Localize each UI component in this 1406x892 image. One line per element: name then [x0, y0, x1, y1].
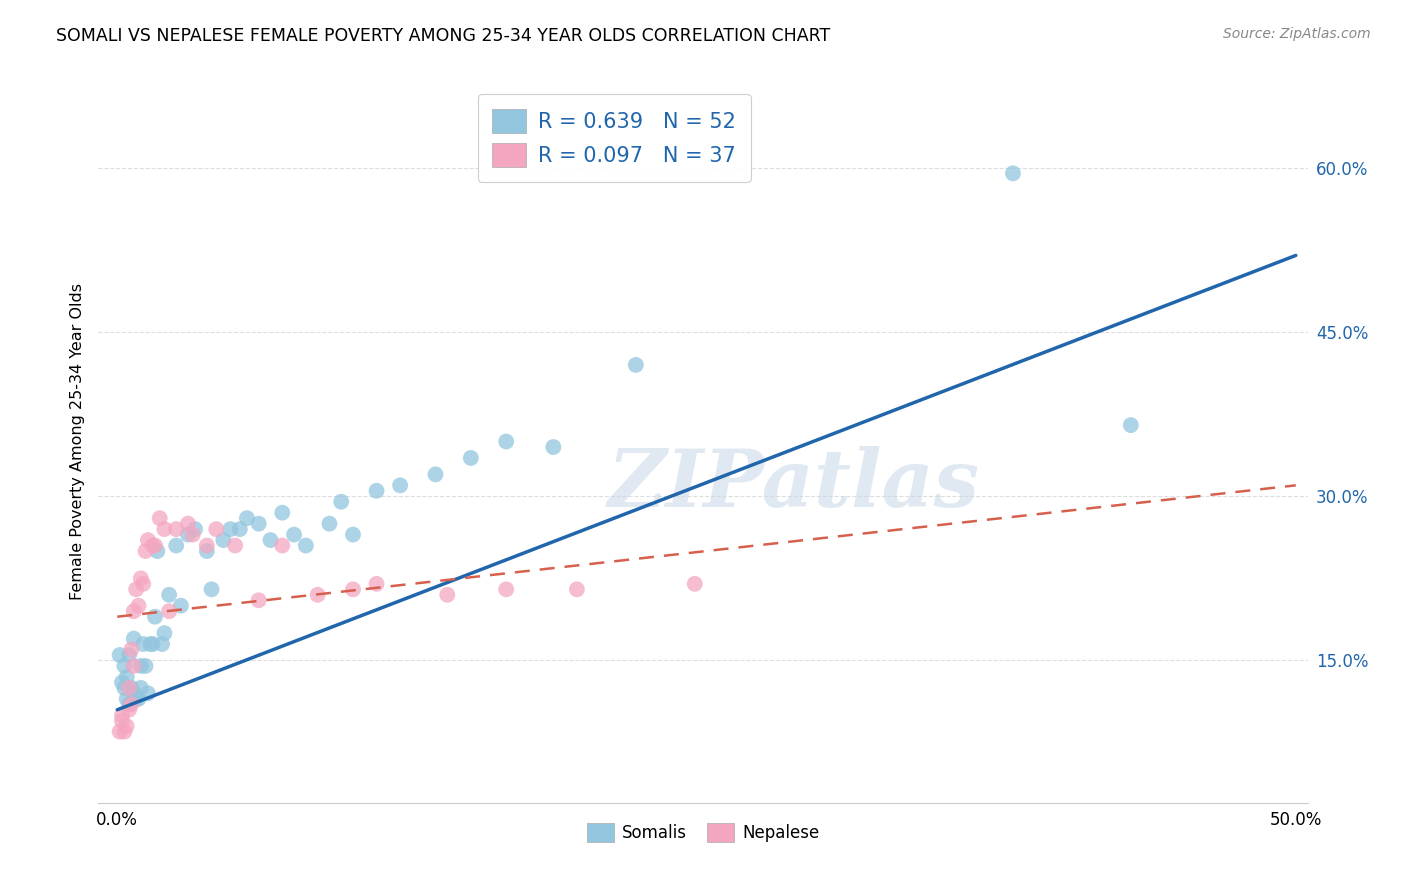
Point [125, 582, 148, 597]
Point [165, 522, 187, 536]
Point [108, 648, 131, 662]
Point [143, 539, 166, 553]
Point [108, 724, 131, 739]
Point [236, 511, 259, 525]
Point [224, 539, 246, 553]
Point [229, 522, 252, 536]
Point [165, 539, 187, 553]
Point [212, 533, 235, 547]
Point [283, 527, 305, 541]
Point [120, 681, 142, 695]
Point [120, 642, 142, 657]
Point [111, 714, 134, 728]
Point [115, 670, 138, 684]
Point [112, 681, 135, 695]
Point [115, 719, 138, 733]
Point [153, 522, 176, 536]
Point [112, 659, 135, 673]
Point [271, 506, 294, 520]
Point [122, 632, 145, 646]
Point [111, 708, 134, 723]
Point [142, 539, 165, 553]
Point [543, 440, 565, 454]
Point [195, 544, 218, 558]
Point [122, 604, 145, 618]
Point [111, 675, 134, 690]
Point [170, 599, 193, 613]
Point [330, 494, 353, 508]
Point [307, 588, 329, 602]
Point [389, 478, 412, 492]
Point [177, 516, 200, 531]
Point [153, 626, 176, 640]
Point [132, 637, 155, 651]
Point [146, 544, 169, 558]
Point [624, 358, 647, 372]
Point [149, 511, 172, 525]
Legend: Somalis, Nepalese: Somalis, Nepalese [581, 816, 825, 848]
Point [195, 539, 218, 553]
Point [135, 544, 157, 558]
Point [129, 571, 152, 585]
Point [129, 681, 152, 695]
Y-axis label: Female Poverty Among 25-34 Year Olds: Female Poverty Among 25-34 Year Olds [69, 283, 84, 600]
Point [132, 577, 155, 591]
Point [318, 516, 340, 531]
Point [139, 637, 162, 651]
Point [118, 703, 141, 717]
Point [1001, 166, 1024, 180]
Point [259, 533, 281, 547]
Point [142, 637, 165, 651]
Point [143, 609, 166, 624]
Point [127, 691, 149, 706]
Text: SOMALI VS NEPALESE FEMALE POVERTY AMONG 25-34 YEAR OLDS CORRELATION CHART: SOMALI VS NEPALESE FEMALE POVERTY AMONG … [56, 27, 831, 45]
Point [115, 691, 138, 706]
Point [177, 527, 200, 541]
Point [150, 637, 173, 651]
Point [342, 582, 364, 597]
Point [247, 593, 270, 607]
Point [366, 483, 388, 498]
Point [120, 698, 142, 712]
Point [127, 599, 149, 613]
Point [118, 681, 141, 695]
Point [342, 527, 364, 541]
Point [436, 588, 458, 602]
Point [247, 516, 270, 531]
Point [200, 582, 222, 597]
Point [135, 659, 157, 673]
Point [495, 582, 517, 597]
Point [366, 577, 388, 591]
Point [125, 691, 148, 706]
Point [219, 522, 242, 536]
Point [295, 539, 318, 553]
Point [129, 659, 152, 673]
Point [112, 724, 135, 739]
Point [118, 698, 141, 712]
Point [157, 588, 180, 602]
Text: Source: ZipAtlas.com: Source: ZipAtlas.com [1223, 27, 1371, 41]
Point [205, 522, 228, 536]
Point [136, 533, 159, 547]
Point [425, 467, 447, 482]
Point [184, 522, 207, 536]
Point [157, 604, 180, 618]
Point [122, 659, 145, 673]
Point [1119, 418, 1142, 433]
Point [460, 450, 482, 465]
Point [683, 577, 706, 591]
Point [118, 648, 141, 662]
Point [136, 686, 159, 700]
Point [495, 434, 517, 449]
Point [271, 539, 294, 553]
Point [181, 527, 204, 541]
Point [565, 582, 588, 597]
Point [122, 686, 145, 700]
Text: ZIPatlas: ZIPatlas [607, 446, 980, 524]
